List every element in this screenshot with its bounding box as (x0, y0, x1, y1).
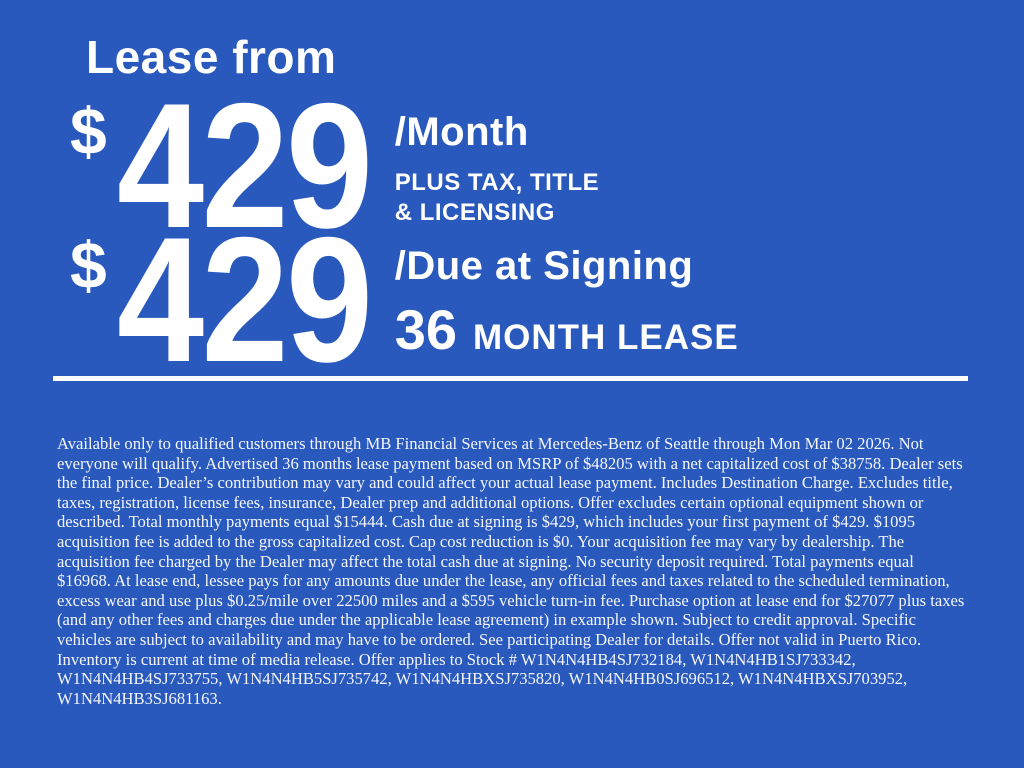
headline: Lease from (86, 31, 337, 83)
monthly-price-row: $ 429 /Month PLUS TAX, TITLE & LICENSING (70, 66, 599, 265)
lease-term-number: 36 (394, 298, 458, 361)
monthly-currency-symbol: $ (70, 94, 107, 168)
due-currency-symbol: $ (70, 228, 107, 302)
lease-term: 36 MONTH LEASE (395, 302, 739, 358)
monthly-note-line2: & LICENSING (394, 199, 555, 226)
monthly-note: PLUS TAX, TITLE & LICENSING (395, 168, 599, 228)
monthly-note-line1: PLUS TAX, TITLE (394, 169, 600, 196)
lease-term-label: MONTH LEASE (473, 318, 739, 357)
due-at-signing-row: $ 429 /Due at Signing 36 MONTH LEASE (70, 200, 739, 399)
monthly-amount: 429 (116, 66, 373, 265)
due-per-label: /Due at Signing (394, 244, 694, 288)
monthly-price-labels: /Month PLUS TAX, TITLE & LICENSING (395, 96, 599, 228)
due-price-labels: /Due at Signing 36 MONTH LEASE (395, 230, 739, 358)
disclaimer-text: Available only to qualified customers th… (57, 434, 965, 708)
due-amount: 429 (116, 200, 373, 399)
monthly-per-label: /Month (394, 110, 529, 154)
divider-line (53, 376, 968, 381)
